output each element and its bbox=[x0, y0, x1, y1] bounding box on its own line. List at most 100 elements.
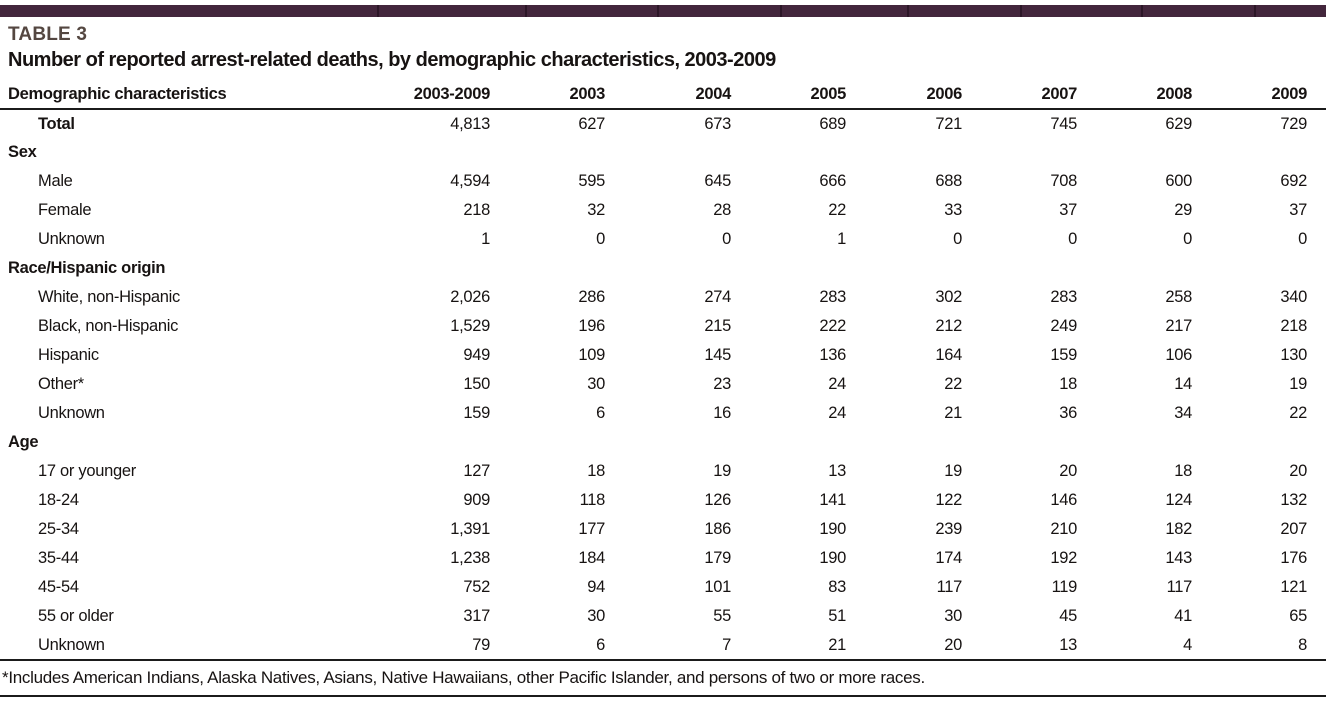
table-row: White, non-Hispanic 2,026 286 274 283 302 283 2… bbox=[0, 283, 1326, 312]
row-label: Unknown bbox=[38, 635, 105, 654]
cell-value: 721 bbox=[935, 114, 962, 133]
cell-value: 20 bbox=[1059, 462, 1077, 480]
cell-value: 37 bbox=[1289, 201, 1307, 219]
row-label: Unknown bbox=[38, 404, 105, 422]
cell-value: 117 bbox=[936, 578, 963, 596]
cell-value: 0 bbox=[953, 230, 962, 248]
cell-value: 124 bbox=[1165, 491, 1192, 509]
cell-value: 21 bbox=[828, 635, 846, 654]
cell-value: 600 bbox=[1165, 172, 1192, 190]
cell-value: 23 bbox=[713, 375, 731, 393]
cell-value: 0 bbox=[596, 230, 605, 248]
cell-value: 249 bbox=[1050, 317, 1077, 335]
cell-value: 45 bbox=[1059, 607, 1077, 625]
cell-value bbox=[340, 254, 490, 283]
cell-value: 13 bbox=[828, 462, 846, 480]
cell-value: 21 bbox=[944, 404, 962, 422]
row-label: Unknown bbox=[38, 230, 105, 248]
table-row: 25-34 1,391 177 186 190 239 210 182 207 bbox=[0, 515, 1326, 544]
row-label: Race/Hispanic origin bbox=[8, 259, 166, 277]
cell-value: 317 bbox=[463, 607, 490, 625]
cell-value: 24 bbox=[828, 375, 846, 393]
cell-value: 629 bbox=[1165, 114, 1192, 133]
cell-value: 22 bbox=[1289, 404, 1307, 422]
cell-value: 286 bbox=[578, 288, 605, 306]
cell-value: 666 bbox=[819, 172, 846, 190]
cell-value bbox=[490, 138, 605, 167]
footnote: *Includes American Indians, Alaska Nativ… bbox=[0, 661, 1326, 697]
cell-value: 29 bbox=[1174, 201, 1192, 219]
row-label: 18-24 bbox=[38, 491, 79, 509]
cell-value: 65 bbox=[1289, 607, 1307, 625]
cell-value bbox=[1077, 254, 1192, 283]
table-row: 35-44 1,238 184 179 190 174 192 143 176 bbox=[0, 544, 1326, 573]
cell-value: 0 bbox=[722, 230, 731, 248]
cell-value bbox=[1077, 138, 1192, 167]
cell-value: 1,529 bbox=[450, 317, 490, 335]
cell-value: 150 bbox=[463, 375, 490, 393]
cell-value: 186 bbox=[704, 520, 731, 538]
cell-value: 239 bbox=[935, 520, 962, 538]
row-label: 35-44 bbox=[38, 549, 79, 567]
cell-value: 55 bbox=[713, 607, 731, 625]
cell-value bbox=[340, 138, 490, 167]
cell-value: 121 bbox=[1280, 578, 1307, 596]
cell-value: 30 bbox=[587, 375, 605, 393]
table-row: Unknown 1 0 0 1 0 0 0 0 bbox=[0, 225, 1326, 254]
cell-value: 94 bbox=[587, 578, 605, 596]
cell-value bbox=[605, 428, 731, 457]
cell-value: 119 bbox=[1051, 578, 1078, 596]
cell-value: 117 bbox=[1166, 578, 1193, 596]
cell-value: 752 bbox=[463, 578, 490, 596]
cell-value: 258 bbox=[1165, 288, 1192, 306]
cell-value bbox=[731, 254, 846, 283]
cell-value: 174 bbox=[935, 549, 962, 567]
bar-divider bbox=[1141, 5, 1143, 17]
row-label: Female bbox=[38, 201, 92, 219]
table-row: 18-24 909 118 126 141 122 146 124 132 bbox=[0, 486, 1326, 515]
cell-value bbox=[1192, 138, 1326, 167]
cell-value: 34 bbox=[1174, 404, 1192, 422]
cell-value bbox=[962, 428, 1077, 457]
table-body: Total 4,813 627 673 689 721 745 629 729 Sex Male 4,… bbox=[0, 109, 1326, 660]
table-row: Unknown 79 6 7 21 20 13 4 8 bbox=[0, 631, 1326, 660]
cell-value: 130 bbox=[1280, 346, 1307, 364]
column-header-year: 2007 bbox=[1041, 85, 1077, 103]
cell-value: 176 bbox=[1280, 549, 1307, 567]
cell-value: 18 bbox=[587, 462, 605, 480]
row-label: 25-34 bbox=[38, 520, 79, 538]
cell-value: 36 bbox=[1059, 404, 1077, 422]
cell-value: 274 bbox=[704, 288, 731, 306]
column-header-year: 2003 bbox=[569, 85, 605, 103]
row-label: 55 or older bbox=[38, 607, 114, 625]
cell-value: 196 bbox=[578, 317, 605, 335]
cell-value: 692 bbox=[1280, 172, 1307, 190]
table-row: Black, non-Hispanic 1,529 196 215 222 212 249 2… bbox=[0, 312, 1326, 341]
cell-value: 0 bbox=[1068, 230, 1077, 248]
cell-value: 218 bbox=[1280, 317, 1307, 335]
row-label: Other* bbox=[38, 375, 84, 393]
table-row: 55 or older 317 30 55 51 30 45 41 65 bbox=[0, 602, 1326, 631]
cell-value: 127 bbox=[463, 462, 490, 480]
cell-value: 28 bbox=[713, 201, 731, 219]
cell-value: 30 bbox=[944, 607, 962, 625]
cell-value: 19 bbox=[1289, 375, 1307, 393]
row-label: Total bbox=[38, 114, 75, 133]
cell-value: 7 bbox=[722, 635, 731, 654]
cell-value: 24 bbox=[828, 404, 846, 422]
cell-value bbox=[731, 428, 846, 457]
cell-value: 159 bbox=[463, 404, 490, 422]
cell-value: 192 bbox=[1050, 549, 1077, 567]
cell-value: 37 bbox=[1059, 201, 1077, 219]
table-label: TABLE 3 bbox=[8, 24, 88, 45]
bar-divider bbox=[1020, 5, 1022, 17]
cell-value bbox=[605, 254, 731, 283]
cell-value: 106 bbox=[1165, 346, 1192, 364]
cell-value: 283 bbox=[819, 288, 846, 306]
cell-value: 141 bbox=[819, 491, 846, 509]
cell-value: 627 bbox=[578, 114, 605, 133]
bar-divider bbox=[525, 5, 527, 17]
cell-value: 122 bbox=[935, 491, 962, 509]
cell-value: 217 bbox=[1165, 317, 1192, 335]
table-row: Other* 150 30 23 24 22 18 14 19 bbox=[0, 370, 1326, 399]
